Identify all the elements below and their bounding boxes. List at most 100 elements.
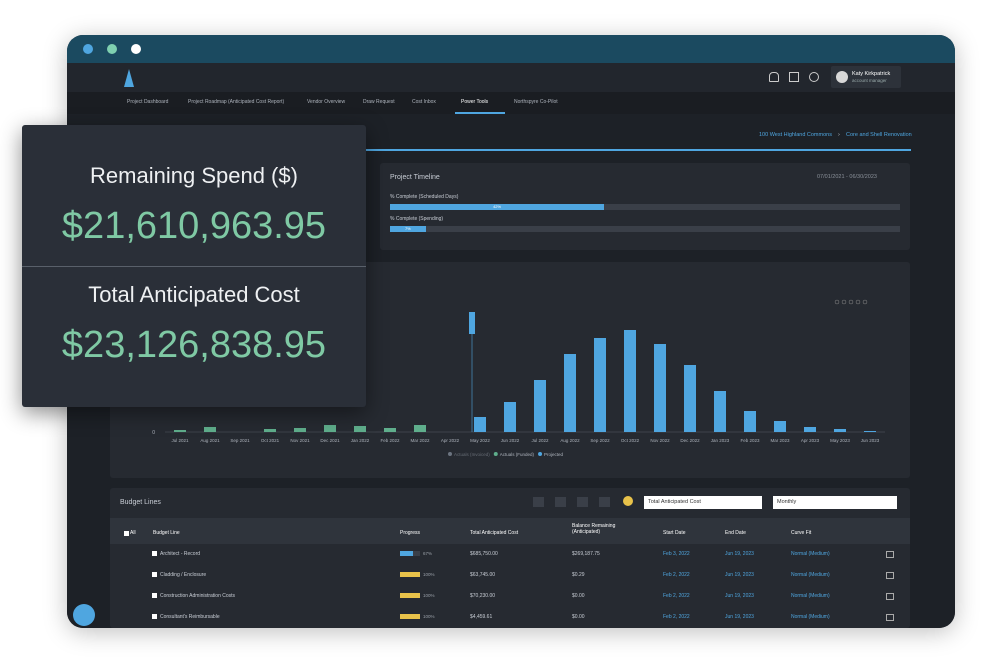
timeline-bar-value: 42% — [493, 204, 502, 209]
toolbar-button[interactable] — [555, 497, 566, 507]
start-date[interactable]: Feb 2, 2022 — [663, 593, 690, 599]
x-tick-label: Sep 2022 — [590, 438, 610, 443]
bar — [294, 428, 306, 432]
row-action[interactable] — [886, 551, 894, 558]
x-tick-label: Mar 2022 — [410, 438, 430, 443]
nav-item[interactable]: Cost Inbox — [412, 99, 436, 105]
bar — [834, 429, 846, 432]
bar — [474, 417, 486, 432]
select-all-checkbox[interactable] — [124, 531, 129, 536]
breadcrumb-separator: › — [838, 132, 840, 138]
balance: $0.00 — [572, 614, 585, 620]
settings-icon[interactable] — [809, 72, 819, 82]
divider — [22, 266, 366, 267]
bar — [654, 344, 666, 432]
progress-bar — [400, 572, 420, 577]
start-date[interactable]: Feb 2, 2022 — [663, 572, 690, 578]
start-date[interactable]: Feb 3, 2022 — [663, 551, 690, 557]
start-date[interactable]: Feb 2, 2022 — [663, 614, 690, 620]
nav-item[interactable]: Project Dashboard — [127, 99, 169, 105]
total-cost: $70,230.00 — [470, 593, 496, 599]
progress-label: 100% — [423, 593, 435, 598]
app-header: Katy Kirkpatrick account manager — [67, 63, 955, 92]
column-header: Curve Fit — [791, 530, 812, 536]
toolbar-button[interactable] — [533, 497, 544, 507]
metric-select[interactable]: Total Anticipated Cost — [644, 496, 762, 509]
x-tick-label: Dec 2022 — [680, 438, 700, 443]
bar — [504, 402, 516, 432]
dot[interactable] — [131, 44, 141, 54]
nav-item[interactable]: Project Roadmap (Anticipated Cost Report… — [188, 99, 285, 105]
avatar — [836, 71, 848, 83]
budget-title: Budget Lines — [120, 499, 161, 506]
row-checkbox[interactable] — [152, 572, 157, 577]
toolbar-button[interactable] — [577, 497, 588, 507]
nav-item[interactable]: Power Tools — [461, 99, 489, 105]
table-header — [110, 518, 910, 544]
copilot-icon[interactable] — [623, 496, 633, 506]
total-cost: $63,745.00 — [470, 572, 496, 578]
nav-item[interactable]: Northspyre Co-Pilot — [514, 99, 558, 105]
curve-fit[interactable]: Normal (Medium) — [791, 614, 830, 620]
progress-label: 100% — [423, 614, 435, 619]
chart: 0 Jul 2021 Aug 2021 Sep 2021 Oct 2021 Nov 202… — [152, 299, 885, 457]
row-checkbox[interactable] — [152, 614, 157, 619]
legend-swatch — [538, 452, 543, 456]
progress-label: 100% — [423, 572, 435, 577]
y-tick-label: 0 — [152, 430, 155, 436]
breadcrumb[interactable]: Core and Shell Renovation — [846, 132, 912, 138]
budget-line-name: Consultant's Reimbursable — [160, 614, 220, 620]
legend-swatch — [493, 452, 498, 456]
user-menu[interactable]: Katy Kirkpatrick account manager — [831, 66, 901, 88]
bell-icon[interactable] — [769, 72, 779, 82]
x-tick-label: Apr 2022 — [441, 438, 460, 443]
remaining-label: Remaining Spend ($) — [90, 163, 298, 188]
x-tick-label: Oct 2021 — [261, 438, 280, 443]
bar — [324, 425, 336, 432]
end-date[interactable]: Jun 19, 2023 — [725, 551, 754, 557]
row-action[interactable] — [886, 614, 894, 621]
row-checkbox[interactable] — [152, 551, 157, 556]
end-date[interactable]: Jun 19, 2023 — [725, 614, 754, 620]
curve-fit[interactable]: Normal (Medium) — [791, 593, 830, 599]
progress-label: 67% — [423, 551, 433, 556]
timeline-bar-label: % Complete (Spending) — [390, 216, 444, 222]
bar — [624, 330, 636, 432]
nav-item[interactable]: Vendor Overview — [307, 99, 346, 105]
x-tick-label: Nov 2021 — [290, 438, 310, 443]
budget-panel: Budget Lines Total Anticipated Cost Mont… — [110, 488, 910, 628]
row-checkbox[interactable] — [152, 593, 157, 598]
megaphone-icon[interactable] — [789, 72, 799, 82]
breadcrumb[interactable]: 100 West Highland Commons — [759, 132, 832, 138]
budget-line-name: Architect - Record — [160, 551, 201, 557]
bar — [864, 431, 876, 432]
bar — [714, 391, 726, 432]
row-action[interactable] — [886, 593, 894, 600]
user-name: Katy Kirkpatrick — [852, 71, 891, 77]
period-select[interactable]: Monthly — [773, 496, 897, 509]
dot[interactable] — [107, 44, 117, 54]
end-date[interactable]: Jun 19, 2023 — [725, 593, 754, 599]
x-tick-label: Jun 2022 — [501, 438, 520, 443]
timeline-range: 07/01/2021 - 06/30/2023 — [817, 174, 877, 180]
budget-line-name: Construction Administration Costs — [160, 593, 236, 599]
chat-button[interactable] — [73, 604, 95, 626]
column-header: All — [130, 530, 136, 536]
row-action[interactable] — [886, 572, 894, 579]
toolbar-button[interactable] — [599, 497, 610, 507]
curve-fit[interactable]: Normal (Medium) — [791, 551, 830, 557]
bar — [354, 426, 366, 432]
timeline-bar-label: % Complete (Scheduled Days) — [390, 194, 459, 200]
end-date[interactable]: Jun 19, 2023 — [725, 572, 754, 578]
nav-item[interactable]: Draw Request — [363, 99, 395, 105]
timeline-track — [390, 226, 900, 232]
legend-label: Actuals (Invoiced) — [454, 452, 490, 457]
chart-tool — [848, 299, 854, 305]
column-header: End Date — [725, 530, 746, 536]
column-header: Progress — [400, 530, 421, 536]
curve-fit[interactable]: Normal (Medium) — [791, 572, 830, 578]
title-bar — [67, 35, 955, 63]
dot[interactable] — [83, 44, 93, 54]
x-tick-label: Jan 2022 — [351, 438, 370, 443]
